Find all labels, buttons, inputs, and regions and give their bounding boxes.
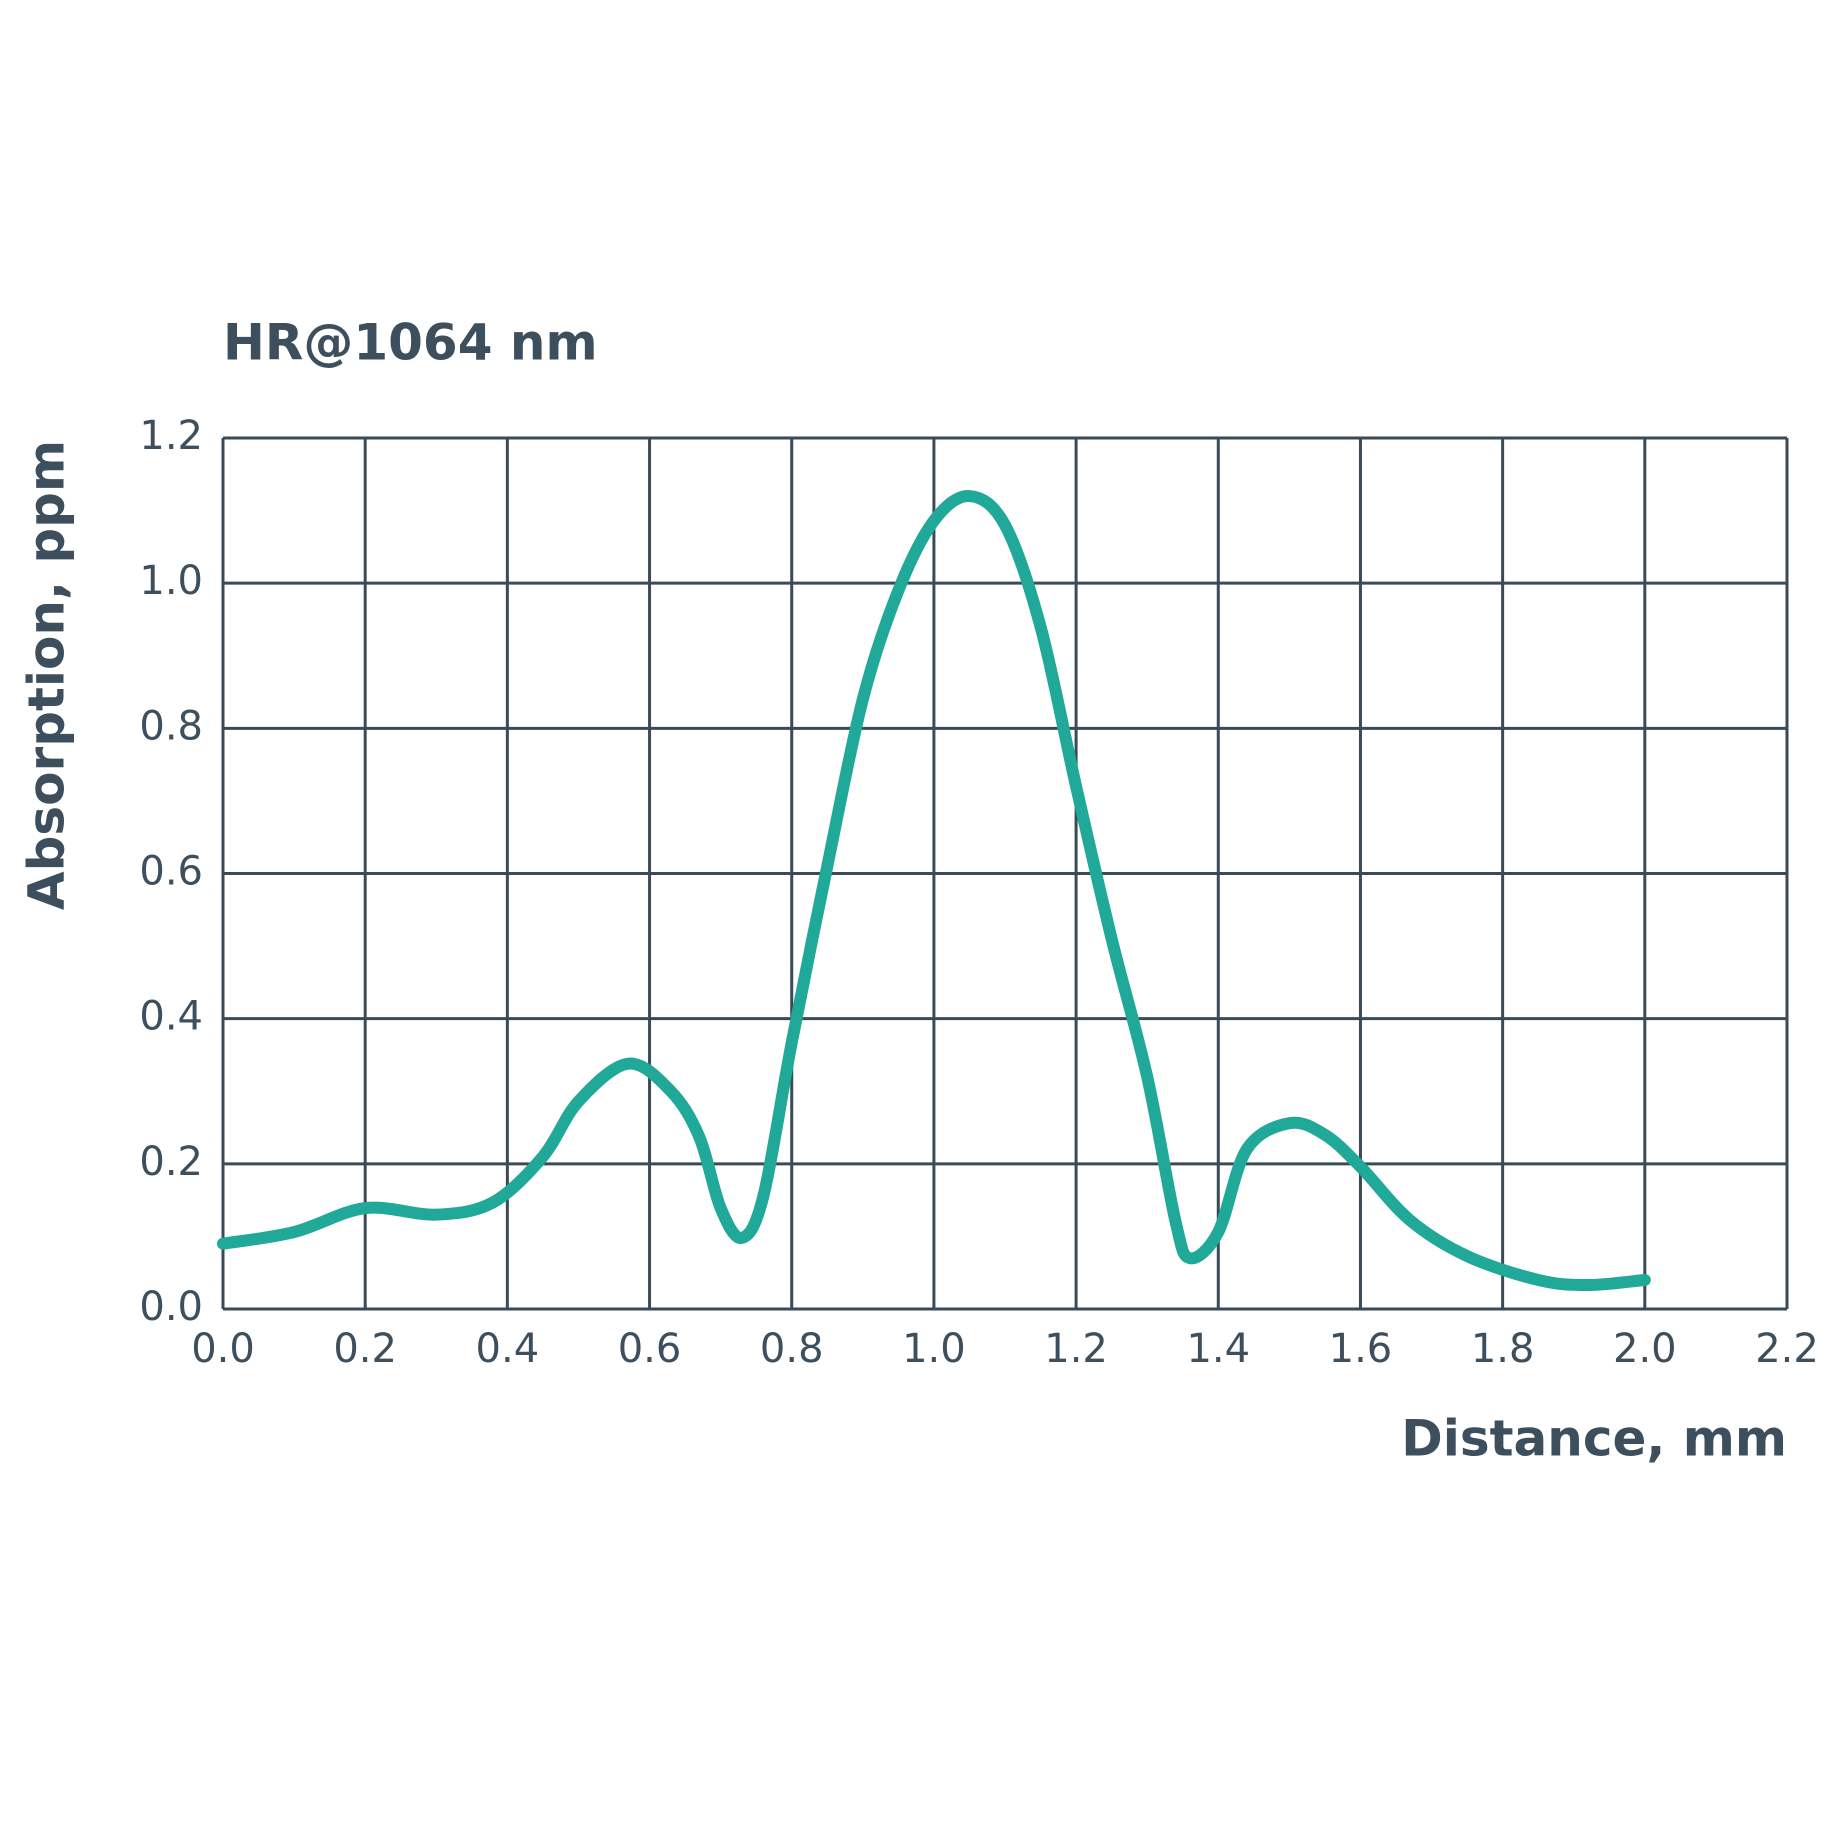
y-tick-label: 1.0 xyxy=(139,558,203,604)
y-tick-label: 0.4 xyxy=(139,994,203,1040)
x-tick-label: 1.8 xyxy=(1471,1326,1535,1372)
x-tick-label: 2.2 xyxy=(1755,1326,1819,1372)
chart-title: HR@1064 nm xyxy=(223,314,598,372)
x-tick-label: 0.4 xyxy=(476,1326,540,1372)
x-axis-label: Distance, mm xyxy=(1401,1410,1787,1468)
x-tick-label: 0.2 xyxy=(333,1326,397,1372)
x-tick-label: 1.4 xyxy=(1186,1326,1250,1372)
data-line xyxy=(217,490,1651,1292)
y-tick-label: 1.2 xyxy=(139,413,203,459)
y-tick-label: 0.2 xyxy=(139,1139,203,1185)
x-tick-label: 2.0 xyxy=(1613,1326,1677,1372)
y-tick-label: 0.0 xyxy=(139,1284,203,1330)
x-tick-label: 1.0 xyxy=(902,1326,966,1372)
x-tick-label: 0.0 xyxy=(191,1326,255,1372)
y-tick-label: 0.8 xyxy=(139,703,203,749)
y-axis-label: Absorption, ppm xyxy=(18,440,76,910)
x-tick-label: 1.2 xyxy=(1044,1326,1108,1372)
x-tick-label: 0.8 xyxy=(760,1326,824,1372)
y-tick-label: 0.6 xyxy=(139,849,203,895)
x-tick-label: 1.6 xyxy=(1329,1326,1393,1372)
x-tick-label: 0.6 xyxy=(618,1326,682,1372)
